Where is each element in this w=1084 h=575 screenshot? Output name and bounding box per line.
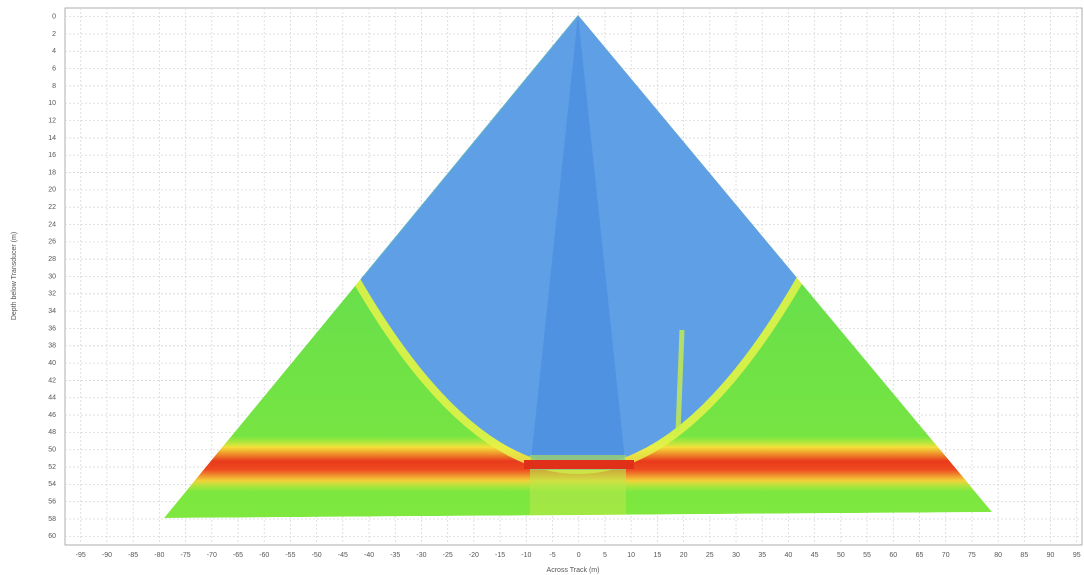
y-axis-label: Depth below Transducer (m) <box>11 232 18 320</box>
y-tick-label: 20 <box>48 187 56 194</box>
y-tick-label: 58 <box>48 516 56 523</box>
x-tick-label: 80 <box>994 552 1002 559</box>
y-tick-label: 48 <box>48 429 56 436</box>
chart: Depth below Transducer (m) Across Track … <box>0 0 1084 575</box>
y-tick-label: 50 <box>48 447 56 454</box>
y-tick-label: 0 <box>52 14 56 21</box>
y-tick-label: 18 <box>48 169 56 176</box>
x-tick-label: -65 <box>233 552 243 559</box>
y-tick-label: 36 <box>48 325 56 332</box>
y-tick-label: 28 <box>48 256 56 263</box>
y-tick-label: 4 <box>52 48 56 55</box>
x-axis-label: Across Track (m) <box>547 567 600 574</box>
x-tick-label: -15 <box>495 552 505 559</box>
x-tick-label: 70 <box>942 552 950 559</box>
x-tick-label: 10 <box>627 552 635 559</box>
x-tick-label: -30 <box>416 552 426 559</box>
x-tick-label: 90 <box>1047 552 1055 559</box>
y-tick-label: 32 <box>48 291 56 298</box>
x-tick-label: -40 <box>364 552 374 559</box>
x-tick-label: -25 <box>443 552 453 559</box>
x-tick-label: -20 <box>469 552 479 559</box>
y-tick-label: 44 <box>48 395 56 402</box>
y-tick-label: 22 <box>48 204 56 211</box>
x-tick-label: -80 <box>154 552 164 559</box>
y-tick-label: 42 <box>48 377 56 384</box>
x-tick-label: -5 <box>549 552 555 559</box>
x-tick-label: 75 <box>968 552 976 559</box>
y-tick-label: 26 <box>48 239 56 246</box>
y-tick-label: 6 <box>52 65 56 72</box>
y-tick-label: 34 <box>48 308 56 315</box>
x-tick-label: 95 <box>1073 552 1081 559</box>
x-tick-label: -75 <box>181 552 191 559</box>
y-tick-label: 24 <box>48 221 56 228</box>
y-tick-label: 60 <box>48 533 56 540</box>
y-tick-label: 2 <box>52 31 56 38</box>
y-tick-label: 38 <box>48 343 56 350</box>
x-tick-label: -45 <box>338 552 348 559</box>
x-tick-label: -35 <box>390 552 400 559</box>
x-tick-label: 15 <box>653 552 661 559</box>
x-tick-label: -50 <box>312 552 322 559</box>
x-tick-label: 25 <box>706 552 714 559</box>
x-tick-label: -55 <box>285 552 295 559</box>
x-tick-label: -10 <box>521 552 531 559</box>
x-tick-label: 60 <box>889 552 897 559</box>
y-tick-label: 14 <box>48 135 56 142</box>
x-tick-label: 55 <box>863 552 871 559</box>
x-tick-label: 5 <box>603 552 607 559</box>
y-tick-label: 16 <box>48 152 56 159</box>
x-tick-label: 35 <box>758 552 766 559</box>
y-tick-label: 40 <box>48 360 56 367</box>
y-tick-label: 12 <box>48 117 56 124</box>
x-tick-label: 65 <box>916 552 924 559</box>
y-tick-label: 52 <box>48 464 56 471</box>
x-tick-label: -85 <box>128 552 138 559</box>
y-tick-label: 56 <box>48 499 56 506</box>
x-tick-label: 50 <box>837 552 845 559</box>
x-tick-label: -90 <box>102 552 112 559</box>
y-tick-label: 30 <box>48 273 56 280</box>
x-tick-label: 85 <box>1020 552 1028 559</box>
y-tick-label: 8 <box>52 83 56 90</box>
y-tick-label: 10 <box>48 100 56 107</box>
x-tick-label: -95 <box>76 552 86 559</box>
x-tick-label: 30 <box>732 552 740 559</box>
x-tick-label: 0 <box>577 552 581 559</box>
x-tick-label: -60 <box>259 552 269 559</box>
x-tick-label: -70 <box>207 552 217 559</box>
y-tick-label: 54 <box>48 481 56 488</box>
x-tick-label: 45 <box>811 552 819 559</box>
y-tick-label: 46 <box>48 412 56 419</box>
x-tick-label: 20 <box>680 552 688 559</box>
x-tick-label: 40 <box>785 552 793 559</box>
